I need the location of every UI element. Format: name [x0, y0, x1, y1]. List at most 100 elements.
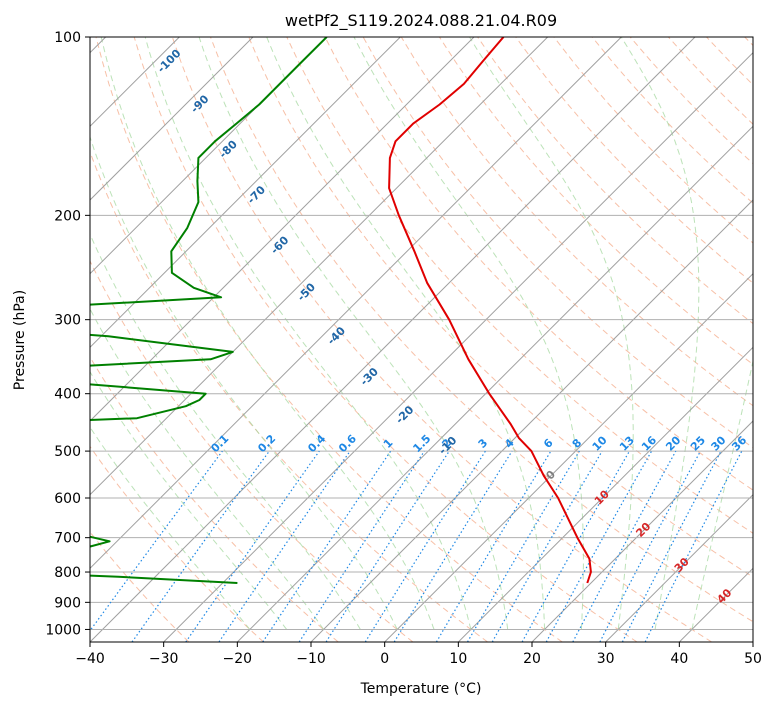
y-tick-label: 800 — [54, 565, 81, 581]
moist-adiabat — [100, 37, 435, 630]
mixing-ratio-label: 1.5 — [410, 432, 433, 455]
mixing-ratio-label: 3 — [476, 436, 491, 451]
moist-adiabat — [266, 37, 546, 630]
isotherm-line — [531, 420, 753, 642]
isotherm-line — [90, 37, 254, 201]
dry-adiabat — [286, 37, 753, 534]
isotherm-line — [90, 37, 475, 422]
mixing-ratio-line — [572, 450, 677, 642]
mixing-ratio-label: 20 — [663, 433, 683, 453]
moist-adiabat — [353, 37, 584, 630]
isotherm-label: -40 — [325, 324, 348, 347]
isotherm-label: -30 — [358, 365, 381, 388]
isotherm-line — [236, 125, 753, 642]
x-axis-label: Temperature (°C) — [360, 681, 482, 697]
mixing-ratio-line — [90, 450, 223, 632]
moist-adiabat — [90, 426, 251, 630]
mixing-ratio-line — [298, 450, 425, 642]
mixing-ratio-line — [218, 450, 351, 642]
isotherm-line — [605, 493, 753, 642]
isotherm-label: -90 — [188, 92, 211, 115]
x-tick-label: −20 — [223, 651, 253, 667]
mixing-ratio-line — [325, 450, 450, 642]
x-tick-label: 30 — [597, 651, 615, 667]
isotherm-line — [90, 37, 696, 642]
mixing-ratio-label: 10 — [590, 433, 610, 453]
isotherm-line — [90, 37, 549, 496]
x-tick-label: −10 — [296, 651, 326, 667]
isotherm-label: -20 — [393, 403, 416, 426]
dry-adiabat — [591, 37, 753, 204]
mixing-ratio-line — [435, 450, 552, 642]
isotherm-line — [310, 199, 753, 642]
dry-adiabat — [210, 37, 753, 623]
isotherm-line — [457, 346, 753, 642]
chart-title: wetPf2_S119.2024.088.21.04.R09 — [285, 11, 557, 31]
mixing-ratio-label: 6 — [541, 436, 556, 451]
isotherm-line — [384, 272, 753, 642]
moist-adiabat — [90, 370, 288, 630]
dry-adiabat — [90, 531, 190, 642]
moist-adiabat — [90, 232, 361, 630]
y-tick-label: 1000 — [45, 622, 81, 638]
isotherm-line — [90, 37, 622, 570]
mixing-ratio-line — [521, 450, 631, 642]
temperature-profile-line — [388, 37, 592, 584]
moist-adiabat — [90, 308, 324, 630]
plot-frame — [89, 36, 754, 643]
dry-adiabat — [248, 37, 753, 578]
isotherm-label-warm: 10 — [592, 487, 612, 507]
dry-adiabat — [171, 37, 712, 642]
dry-adiabat — [90, 445, 264, 642]
y-tick-label: 900 — [54, 595, 81, 611]
mixing-ratio-line — [131, 450, 270, 642]
moist-adiabat — [620, 37, 700, 630]
dry-adiabat — [90, 259, 414, 642]
x-tick-label: 0 — [380, 651, 389, 667]
x-tick-label: 50 — [744, 651, 762, 667]
mixing-ratio-line — [262, 450, 392, 642]
mixing-ratio-label: 30 — [709, 433, 729, 453]
mixing-ratio-line — [364, 450, 486, 642]
x-tick-label: −40 — [75, 651, 105, 667]
isotherm-label: -50 — [295, 280, 318, 303]
isotherm-label: -100 — [155, 47, 184, 76]
mixing-ratio-line — [185, 450, 320, 642]
y-tick-label: 500 — [54, 444, 81, 460]
mixing-ratio-line — [393, 450, 513, 642]
dry-adiabat — [744, 37, 753, 47]
dry-adiabat — [90, 150, 488, 642]
isotherm-label: -10 — [436, 434, 459, 457]
y-tick-label: 200 — [54, 208, 81, 224]
dry-adiabat — [90, 356, 339, 642]
isotherm-line — [678, 567, 753, 642]
moist-adiabat — [691, 358, 753, 630]
x-tick-label: 40 — [670, 651, 688, 667]
dry-adiabat — [515, 37, 753, 284]
mixing-ratio-label: 0.6 — [336, 432, 359, 455]
isotherm-label: -80 — [217, 138, 240, 161]
mixing-ratio-label: 16 — [639, 433, 659, 453]
x-tick-label: −30 — [149, 651, 179, 667]
isotherm-line — [90, 37, 328, 275]
moist-adiabat — [90, 135, 398, 630]
dry-adiabat — [668, 37, 753, 125]
dewpoint-profile-line — [90, 37, 328, 584]
y-axis-label: Pressure (hPa) — [12, 290, 28, 390]
y-tick-label: 400 — [54, 387, 81, 403]
moist-adiabat — [469, 37, 634, 630]
y-tick-label: 100 — [54, 30, 81, 46]
y-tick-label: 300 — [54, 313, 81, 329]
mixing-ratio-label: 0.4 — [305, 432, 328, 455]
moist-adiabat — [144, 37, 472, 630]
isotherm-line — [163, 51, 753, 642]
isotherm-line — [90, 37, 401, 349]
x-tick-label: 10 — [449, 651, 467, 667]
dry-adiabat — [133, 37, 638, 642]
mixing-ratio-line — [644, 450, 743, 642]
dry-adiabat — [324, 37, 753, 491]
x-tick-label: 20 — [523, 651, 541, 667]
mixing-ratio-label: 0.1 — [208, 432, 231, 455]
isotherm-label: -60 — [268, 233, 291, 256]
